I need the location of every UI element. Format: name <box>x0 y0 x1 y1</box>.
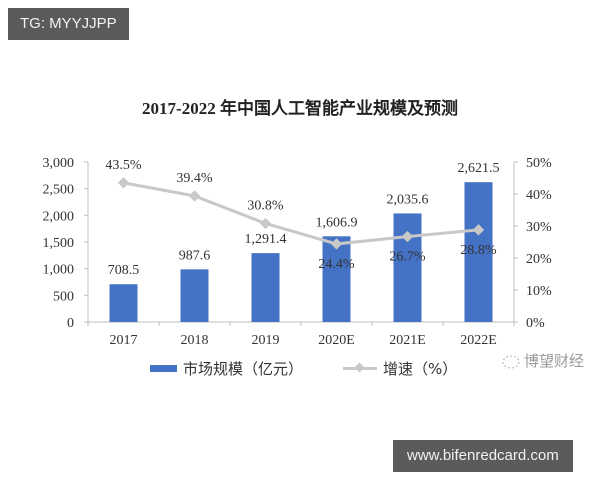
legend-line-label: 增速（%） <box>383 360 458 378</box>
bar <box>180 269 209 322</box>
right-axis-tick-label: 40% <box>526 188 552 203</box>
growth-value-label: 24.4% <box>318 257 355 272</box>
left-axis-tick-label: 0 <box>67 316 74 331</box>
legend-bar-swatch <box>150 365 177 372</box>
growth-marker <box>472 224 485 236</box>
right-axis-tick-label: 0% <box>526 316 545 331</box>
bar <box>322 236 351 322</box>
bar-value-label: 1,606.9 <box>316 215 358 230</box>
growth-marker <box>117 177 130 189</box>
growth-line <box>123 181 479 246</box>
bar <box>109 284 138 322</box>
x-axis-tick-label: 2019 <box>252 333 280 348</box>
x-axis-tick-label: 2020E <box>318 333 355 348</box>
left-axis-tick-label: 1,500 <box>43 236 75 251</box>
growth-marker <box>401 230 414 243</box>
growth-value-label: 43.5% <box>105 158 142 173</box>
bar <box>251 253 280 322</box>
source-badge: 博望财经 <box>498 350 584 371</box>
growth-marker <box>259 217 272 230</box>
growth-value-label: 30.8% <box>247 198 284 213</box>
wechat-icon <box>502 355 520 368</box>
growth-value-label: 28.8% <box>460 243 497 258</box>
left-axis-tick-label: 2,000 <box>43 209 75 224</box>
bar <box>464 182 493 322</box>
legend-bar-label: 市场规模（亿元） <box>183 360 304 378</box>
left-axis-tick-label: 3,000 <box>43 156 75 171</box>
growth-marker <box>330 238 343 250</box>
bar <box>393 213 422 322</box>
growth-marker <box>188 190 201 202</box>
legend-line-swatch <box>343 367 378 370</box>
left-axis-tick-label: 500 <box>53 289 74 304</box>
right-axis-tick-label: 50% <box>526 156 552 171</box>
chart-legend: 市场规模（亿元） 增速（%） <box>150 358 457 379</box>
bar-value-label: 987.6 <box>179 248 211 263</box>
x-axis-tick-label: 2022E <box>460 333 497 348</box>
x-axis-tick-label: 2021E <box>389 333 426 348</box>
x-axis-tick-label: 2017 <box>110 333 138 348</box>
left-axis-tick-label: 2,500 <box>43 183 75 198</box>
source-badge-text: 博望财经 <box>524 352 585 370</box>
x-axis-tick-label: 2018 <box>181 333 209 348</box>
bar-value-label: 708.5 <box>108 263 140 278</box>
bar-value-label: 2,035.6 <box>387 192 429 207</box>
right-axis-tick-label: 30% <box>526 220 552 235</box>
growth-value-label: 39.4% <box>176 171 213 186</box>
left-axis-tick-label: 1,000 <box>43 263 75 278</box>
chart-title: 2017-2022 年中国人工智能产业规模及预测 <box>142 99 458 118</box>
watermark-bottom: www.bifenredcard.com <box>393 440 573 472</box>
bar-value-label: 1,291.4 <box>245 232 287 247</box>
watermark-top: TG: MYYJJPP <box>8 8 129 40</box>
growth-value-label: 26.7% <box>389 250 426 265</box>
right-axis-tick-label: 20% <box>526 252 552 267</box>
bar-value-label: 2,621.5 <box>458 161 500 176</box>
right-axis-tick-label: 10% <box>526 284 552 299</box>
